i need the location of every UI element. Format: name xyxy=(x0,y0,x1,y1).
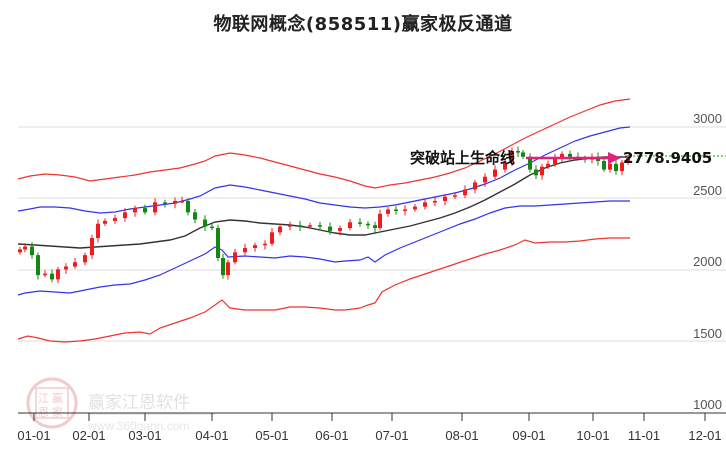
upper-outer-band xyxy=(17,98,631,189)
x-tick: 06-01 xyxy=(315,428,348,443)
x-tick: 03-01 xyxy=(128,428,161,443)
candlesticks xyxy=(18,146,630,284)
y-tick-1000: 1000 xyxy=(693,397,722,412)
x-tick: 04-01 xyxy=(195,428,228,443)
y-tick-3000: 3000 xyxy=(693,111,722,126)
seal-char: 江 xyxy=(38,392,49,405)
breakthrough-annotation: 突破站上生命线 2778.9405 xyxy=(410,149,712,167)
midline xyxy=(17,156,630,249)
chart-title: 物联网概念(858511)赢家极反通道 xyxy=(213,14,513,35)
watermark: 江 赢 恩 家 赢家江恩软件 www.360gann.com xyxy=(26,377,215,433)
grid xyxy=(18,126,726,342)
x-tick: 12-01 xyxy=(688,428,721,443)
x-tick: 07-01 xyxy=(375,428,408,443)
watermark-brand: 赢家江恩软件 xyxy=(88,393,190,413)
y-tick-1500: 1500 xyxy=(693,326,722,341)
x-tick: 05-01 xyxy=(255,428,288,443)
x-tick: 11-01 xyxy=(628,428,660,443)
current-price-label: 2778.9405 xyxy=(623,149,712,167)
y-axis: 3000 2500 2000 1500 1000 xyxy=(693,111,722,412)
x-axis: 01-01 02-01 03-01 04-01 05-01 06-01 07-0… xyxy=(17,412,726,443)
x-tick: 01-01 xyxy=(17,428,50,443)
watermark-url: www.360gann.com xyxy=(87,419,189,433)
breakthrough-label: 突破站上生命线 xyxy=(410,149,515,167)
seal-char: 家 xyxy=(52,405,63,419)
channel-bands xyxy=(17,98,631,343)
x-tick: 02-01 xyxy=(72,428,105,443)
y-tick-2500: 2500 xyxy=(693,183,722,198)
lower-inner-band xyxy=(17,200,630,296)
seal-char: 赢 xyxy=(52,391,63,405)
lower-outer-band xyxy=(17,237,630,343)
arrow-head-icon xyxy=(608,152,621,164)
x-tick: 10-01 xyxy=(576,428,609,443)
upper-inner-band xyxy=(17,126,631,214)
y-tick-2000: 2000 xyxy=(693,254,722,269)
x-tick: 08-01 xyxy=(445,428,478,443)
x-tick: 09-01 xyxy=(512,428,545,443)
